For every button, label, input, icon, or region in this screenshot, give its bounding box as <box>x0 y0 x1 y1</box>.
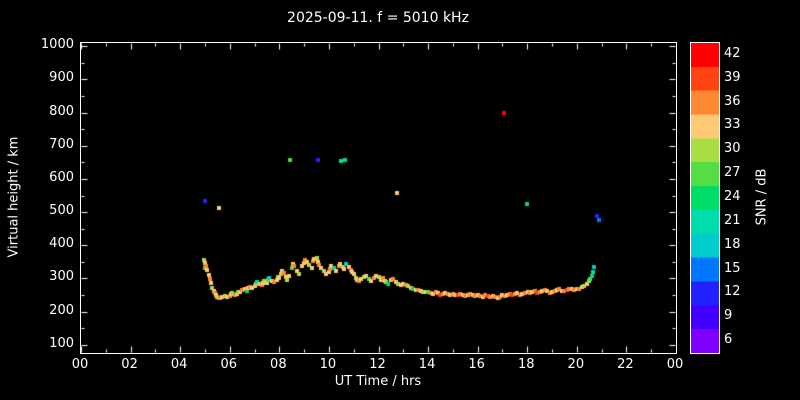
x-tick-label: 18 <box>517 357 535 372</box>
x-tick-label: 14 <box>418 357 436 372</box>
x-tick-label: 04 <box>170 357 188 372</box>
x-tick-label: 06 <box>220 357 238 372</box>
y-tick-label: 100 <box>49 335 74 351</box>
y-tick-label: 700 <box>49 136 74 152</box>
y-axis-label: Virtual height / km <box>6 136 22 258</box>
y-tick-label: 400 <box>49 236 74 252</box>
colorbar-tick-label: 42 <box>724 45 741 61</box>
plot-area <box>80 42 677 354</box>
x-axis-label: UT Time / hrs <box>334 374 422 389</box>
x-tick-label: 10 <box>319 357 337 372</box>
y-tick-label: 200 <box>49 302 74 318</box>
y-tick-label: 900 <box>49 70 74 86</box>
colorbar-tick-label: 36 <box>724 93 741 109</box>
x-tick-label: 20 <box>567 357 585 372</box>
x-tick-label: 12 <box>369 357 386 372</box>
colorbar-tick-label: 21 <box>724 212 741 228</box>
y-tick-label: 600 <box>49 169 74 185</box>
colorbar-tick-label: 12 <box>724 284 741 300</box>
y-tick-label: 300 <box>49 269 74 285</box>
colorbar <box>690 42 720 354</box>
x-tick-label: 08 <box>270 357 287 372</box>
scatter-points-canvas <box>81 43 676 353</box>
colorbar-tick-label: 27 <box>724 165 741 181</box>
x-tick-label: 02 <box>121 357 138 372</box>
chart-title: 2025-09-11. f = 5010 kHz <box>287 10 469 26</box>
colorbar-tick-label: 9 <box>724 308 733 324</box>
colorbar-tick-label: 30 <box>724 141 741 157</box>
colorbar-label: SNR / dB <box>754 168 770 226</box>
x-tick-label: 00 <box>71 357 89 372</box>
colorbar-tick-label: 39 <box>724 69 741 85</box>
y-tick-label: 1000 <box>40 37 74 53</box>
x-tick-label: 22 <box>617 357 634 372</box>
y-tick-label: 500 <box>49 203 74 219</box>
y-tick-label: 800 <box>49 103 74 119</box>
x-tick-label: 16 <box>468 357 485 372</box>
x-tick-label: 00 <box>666 357 684 372</box>
colorbar-tick-label: 24 <box>724 189 741 204</box>
colorbar-tick-label: 6 <box>724 332 733 348</box>
colorbar-tick-label: 18 <box>724 236 741 252</box>
colorbar-tick-label: 33 <box>724 117 741 133</box>
colorbar-tick-label: 15 <box>724 260 741 276</box>
